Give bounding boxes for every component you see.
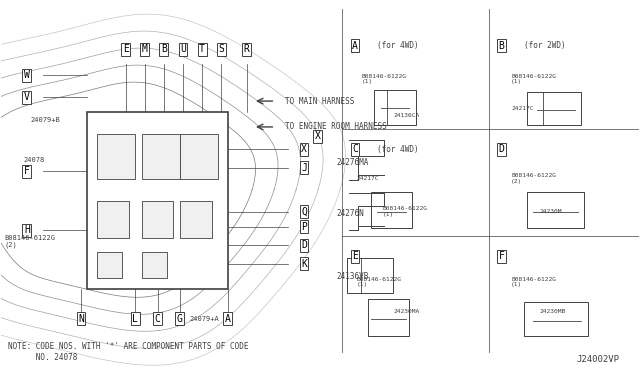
Text: 24230MA: 24230MA [394,309,420,314]
Text: TO ENGINE ROOM HARNESS: TO ENGINE ROOM HARNESS [285,122,387,131]
Text: V: V [24,92,30,102]
Text: 24136VB: 24136VB [337,272,369,281]
Text: H: H [24,225,30,235]
Text: J24002VP: J24002VP [577,355,620,364]
Text: B08146-6122G
(1): B08146-6122G (1) [511,74,556,84]
Text: B: B [499,41,504,51]
Text: A: A [352,41,358,51]
Text: N: N [78,314,84,324]
Bar [97,201,129,238]
Text: Q: Q [301,207,307,217]
Text: X: X [314,131,321,141]
Text: 24230M: 24230M [540,209,563,214]
Text: X: X [301,144,307,154]
Text: 24079+A: 24079+A [189,316,219,322]
Text: D: D [301,240,307,250]
Text: C: C [155,314,161,324]
Text: F: F [24,166,30,176]
Text: U: U [180,44,186,54]
Text: 24217C: 24217C [357,176,380,181]
Text: (for 2WD): (for 2WD) [524,41,566,50]
Text: 24136CA: 24136CA [394,113,420,118]
Text: A: A [225,314,230,324]
Text: C: C [352,144,358,154]
Text: 24230MB: 24230MB [540,309,566,314]
Text: J: J [301,163,307,173]
Text: R: R [244,44,250,54]
Bar [88,112,228,289]
Text: G: G [177,314,183,324]
Text: K: K [301,259,307,269]
Bar [141,134,180,179]
Bar [180,201,212,238]
Text: D: D [499,144,504,154]
Text: 24217C: 24217C [511,106,534,111]
Text: B08146-6122G
(2): B08146-6122G (2) [511,173,556,184]
Text: L: L [132,314,138,324]
Text: T: T [199,44,205,54]
Bar [97,253,122,278]
Text: M: M [142,44,148,54]
Text: P: P [301,222,307,232]
Text: (for 4WD): (for 4WD) [378,41,419,50]
Bar [97,134,135,179]
Text: 24078: 24078 [24,157,45,163]
Text: (for 4WD): (for 4WD) [378,145,419,154]
Text: B08146-6122G
(1): B08146-6122G (1) [357,277,402,288]
Text: E: E [123,44,129,54]
Text: 24276MA: 24276MA [337,157,369,167]
Text: E: E [352,251,358,261]
Text: B08146-6122G
(1): B08146-6122G (1) [511,277,556,288]
Text: F: F [499,251,504,261]
Text: B08146-6122G
(1): B08146-6122G (1) [383,206,428,217]
Text: NOTE: CODE NOS. WITH '*' ARE COMPONENT PARTS OF CODE
      NO. 24078: NOTE: CODE NOS. WITH '*' ARE COMPONENT P… [8,343,248,362]
Text: B08146-6122G
(2): B08146-6122G (2) [4,235,56,248]
Text: S: S [218,44,224,54]
Text: W: W [24,70,30,80]
Bar [141,253,167,278]
Bar [141,201,173,238]
Text: 24276N: 24276N [337,209,364,218]
Text: B08146-6122G
(1): B08146-6122G (1) [362,74,406,84]
Text: B: B [161,44,167,54]
Bar [180,134,218,179]
Text: 24079+B: 24079+B [30,116,60,122]
Text: TO MAIN HARNESS: TO MAIN HARNESS [285,97,355,106]
